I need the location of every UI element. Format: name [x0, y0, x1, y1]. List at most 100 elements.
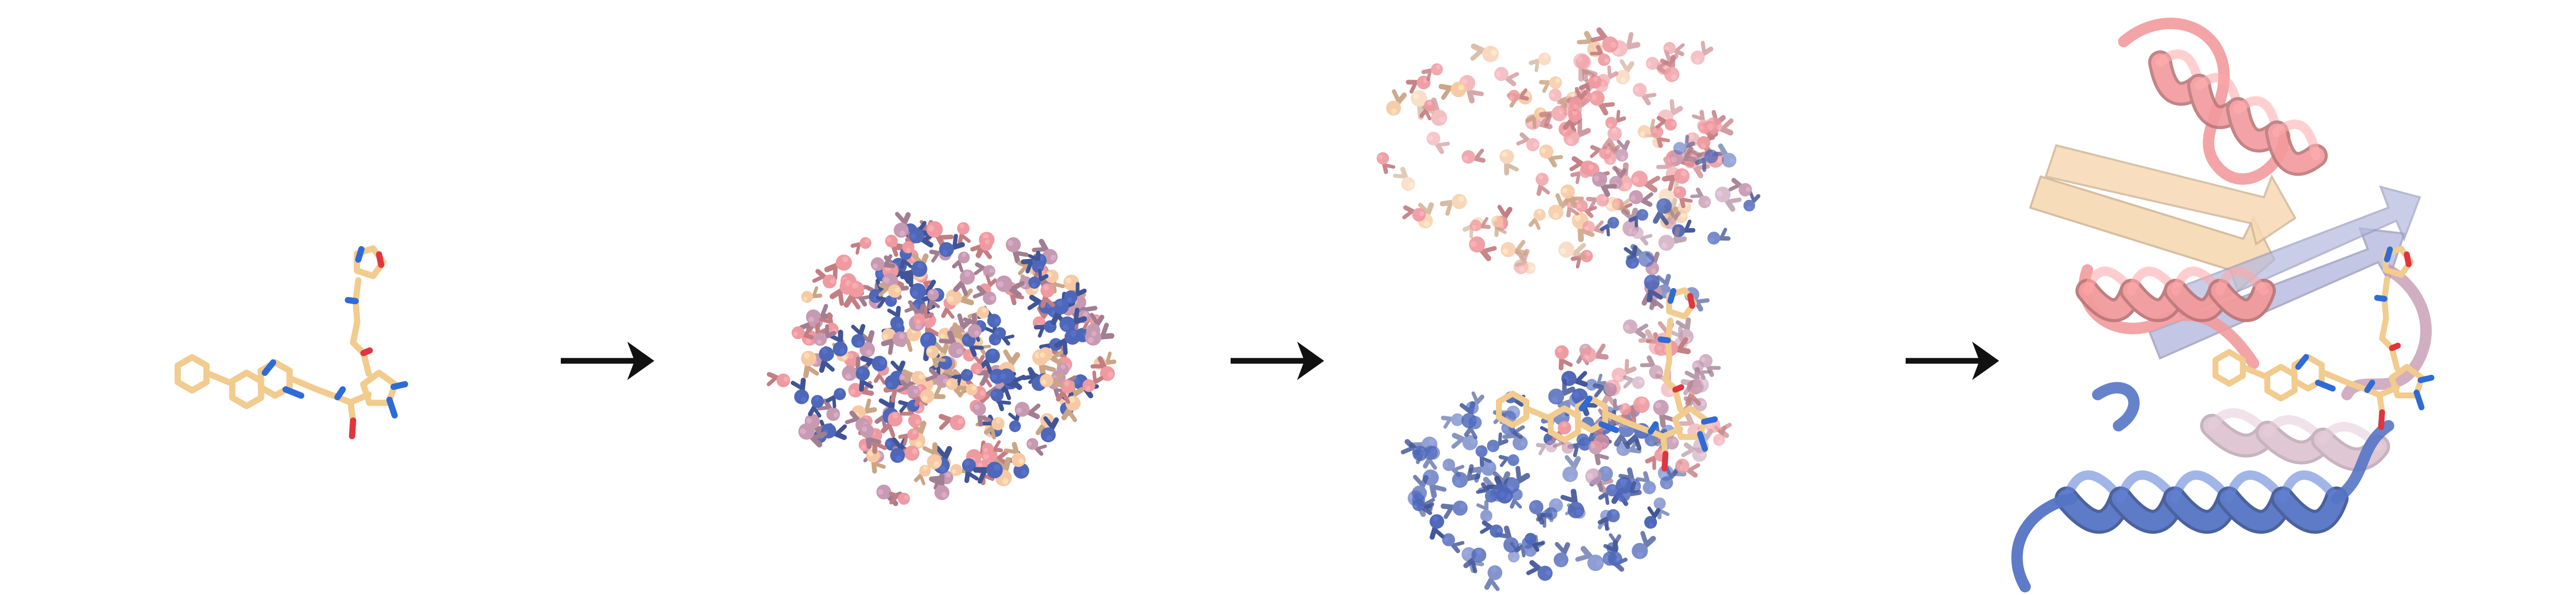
ligand-bond: [2378, 409, 2385, 430]
ligand-bond: [1672, 405, 1708, 440]
ligand-bond: [2404, 251, 2412, 267]
residue-frame: [790, 377, 809, 404]
ligand-bond: [1648, 421, 1659, 435]
residue-frame: [1492, 471, 1510, 500]
residue-frame: [1487, 432, 1509, 452]
residue-frame: [870, 254, 895, 271]
residue-frame: [1464, 416, 1482, 439]
ligand-bond: [1574, 395, 1609, 434]
residue-frame: [860, 424, 881, 449]
ligand-bond: [1598, 421, 1620, 434]
residue-frame: [1636, 471, 1656, 494]
residue-frame: [1691, 40, 1714, 65]
residue-frame: [1680, 376, 1709, 396]
residue-frame: [970, 354, 985, 375]
ligand-bond: [2379, 335, 2400, 371]
residue-frame: [1597, 65, 1619, 87]
ligand-bond: [334, 386, 346, 400]
residue-frame: [1421, 63, 1443, 82]
residue-frame: [1090, 356, 1115, 381]
residue-frame: [1539, 76, 1562, 93]
residue-frame: [876, 484, 902, 506]
residue-frame: [1086, 313, 1104, 338]
residue-frame: [1558, 241, 1586, 260]
ligand-bond: [1579, 395, 1593, 412]
residue-frame: [1650, 125, 1670, 148]
residue-frame: [994, 327, 1015, 346]
residue-frame: [1623, 319, 1649, 339]
ligand-bond: [282, 386, 304, 399]
residue-frame: [1586, 373, 1607, 391]
residue-frame: [1707, 227, 1731, 245]
alpha-helix: [2055, 470, 2349, 534]
residue-frame: [798, 423, 827, 448]
ligand-bond: [345, 297, 359, 304]
arrow-right-icon: [1906, 342, 1999, 380]
residue-frame: [819, 346, 835, 373]
residue-frame: [1004, 442, 1026, 467]
residue-frame: [1440, 501, 1468, 519]
residue-frame: [1508, 88, 1529, 102]
residue-frame: [1402, 205, 1426, 222]
residue-frame: [929, 473, 950, 501]
ligand-bond: [2315, 380, 2336, 392]
alpha-helix: [2200, 408, 2390, 471]
residue-frame: [913, 306, 934, 326]
residue-frame: [983, 417, 1005, 440]
ligand-bond: [347, 391, 372, 405]
residue-frame: [828, 330, 848, 357]
residue-frame: [1535, 172, 1550, 196]
residue-frame: [1064, 282, 1087, 304]
residue-frame: [1575, 199, 1597, 218]
residue-frame: [1603, 540, 1623, 566]
ligand-bond: [2389, 363, 2425, 399]
ligand-bond: [2379, 276, 2390, 342]
residue-frame: [1628, 209, 1649, 228]
residue-frame: [1589, 45, 1611, 66]
residue-frame: [1491, 215, 1507, 237]
residue-frame: [973, 285, 996, 305]
residue-frame: [999, 368, 1026, 390]
ligand-bond: [350, 277, 361, 346]
residue-frame: [801, 286, 822, 303]
residue-frame: [982, 440, 1003, 455]
residue-frame: [1560, 184, 1584, 209]
residue-frame: [1633, 83, 1657, 106]
residue-frame: [927, 289, 940, 309]
residue-frame: [1040, 373, 1063, 388]
residue-frame: [1526, 560, 1553, 581]
beta-strand: [2044, 144, 2297, 246]
residue-frame: [881, 411, 903, 438]
residue-frame: [1673, 134, 1695, 155]
residue-frame: [1597, 509, 1620, 531]
residue-frame: [875, 295, 897, 308]
residue-frame: [914, 465, 931, 485]
residue-frame: [1525, 533, 1545, 552]
residue-frame: [881, 331, 908, 355]
residue-frame: [1499, 454, 1519, 467]
residue-frame: [1715, 186, 1742, 212]
residue-frame: [1535, 440, 1558, 455]
residue-frame: [1644, 274, 1663, 303]
residue-frame: [951, 369, 973, 387]
residue-frame: [1663, 42, 1685, 57]
panel-partial-structure: [1377, 27, 1761, 591]
residue-frame: [926, 345, 946, 368]
ligand-bond: [349, 417, 356, 439]
residue-frame: [1560, 489, 1584, 519]
residue-frame: [1438, 82, 1466, 100]
residue-frame: [1054, 329, 1081, 355]
residue-frame: [1028, 268, 1049, 289]
ligand-bond: [262, 359, 276, 376]
residue-frame: [1461, 148, 1486, 164]
residue-frame: [1674, 186, 1693, 209]
residue-frame: [1465, 391, 1485, 414]
residue-frame: [1515, 255, 1536, 274]
residue-frame: [1575, 546, 1604, 571]
residue-frame: [1535, 507, 1558, 528]
residue-frame: [1728, 178, 1752, 197]
residue-frame: [1468, 460, 1496, 483]
residue-frame: [1590, 27, 1619, 53]
residue-frame: [1598, 484, 1619, 505]
residue-frame: [766, 372, 790, 387]
